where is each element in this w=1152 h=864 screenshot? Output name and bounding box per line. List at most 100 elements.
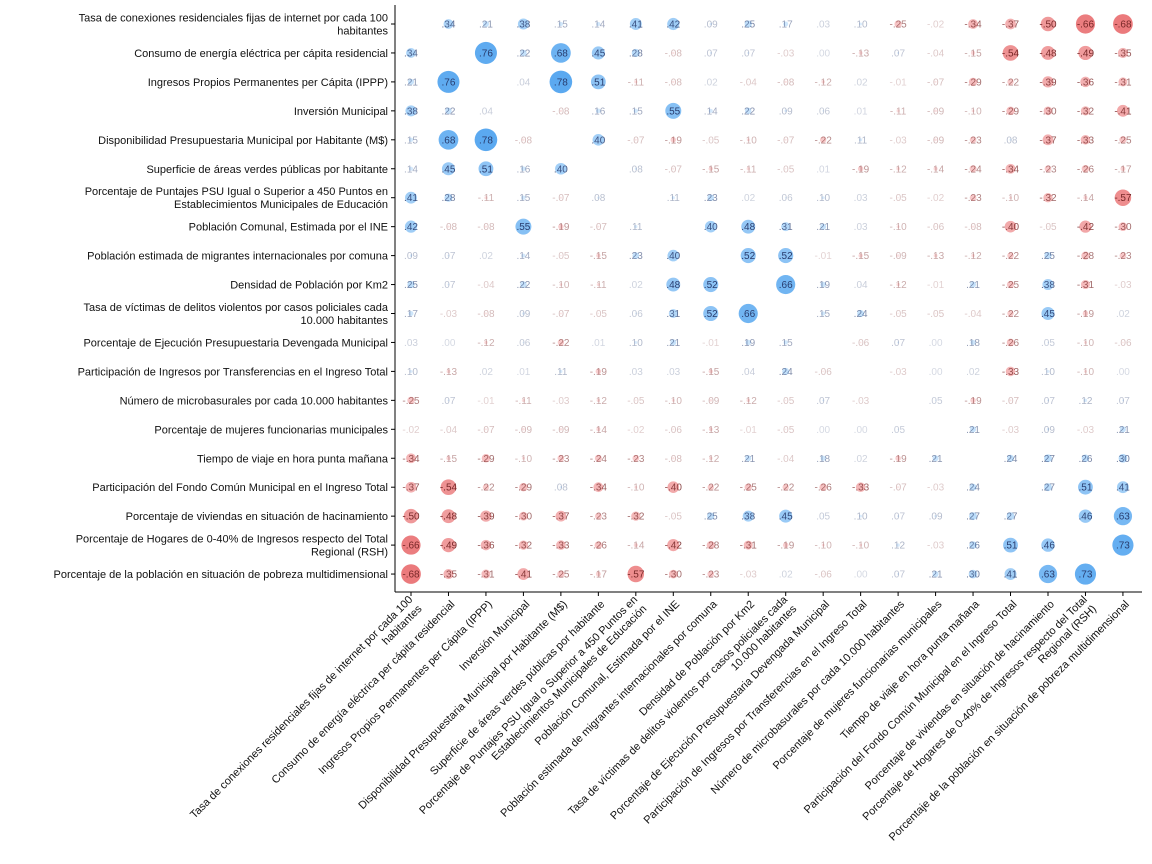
- cell: -.50: [402, 508, 420, 524]
- correlation-value: -.19: [665, 135, 683, 146]
- correlation-circle: [406, 453, 416, 464]
- correlation-circle: [1078, 45, 1093, 61]
- cell: -.12: [702, 454, 720, 465]
- correlation-circle: [934, 312, 937, 315]
- cell: .02: [854, 77, 868, 88]
- cell: .00: [929, 338, 943, 349]
- cell: .22: [516, 280, 530, 291]
- cell: .38: [1041, 279, 1055, 291]
- cell: .21: [666, 338, 680, 349]
- cell: -.23: [964, 135, 982, 146]
- cell: -.06: [815, 570, 833, 581]
- correlation-value: -.11: [628, 77, 645, 88]
- correlation-circle: [559, 428, 563, 431]
- correlation-value: .41: [404, 193, 418, 204]
- cell: .01: [591, 338, 605, 349]
- correlation-value: -.03: [1002, 425, 1020, 436]
- correlation-value: .04: [516, 77, 530, 88]
- correlation-value: .02: [779, 570, 793, 581]
- y-tick-label: Población Comunal, Estimada por el INE: [189, 222, 388, 234]
- correlation-circle: [401, 564, 421, 584]
- correlation-value: -.41: [1114, 106, 1132, 117]
- correlation-circle: [969, 165, 977, 173]
- correlation-circle: [595, 571, 601, 577]
- correlation-value: .04: [741, 367, 755, 378]
- cell: .51: [478, 161, 494, 177]
- cell: .08: [591, 193, 605, 204]
- correlation-value: -.34: [1002, 164, 1020, 175]
- correlation-circle: [670, 339, 677, 346]
- correlation-value: -.09: [927, 106, 945, 117]
- cell: -.24: [964, 164, 982, 175]
- cell: .06: [779, 193, 793, 204]
- correlation-value: -.02: [627, 425, 645, 436]
- cell: -.10: [665, 396, 683, 407]
- cell: .00: [1116, 367, 1130, 378]
- correlation-value: .22: [442, 106, 456, 117]
- correlation-circle: [785, 457, 787, 459]
- correlation-value: -.22: [777, 483, 795, 494]
- cell: -.23: [1114, 251, 1132, 262]
- cell: -.22: [1002, 251, 1020, 262]
- correlation-circle: [972, 312, 974, 315]
- correlation-circle: [935, 544, 937, 546]
- correlation-circle: [631, 511, 641, 521]
- cell: -.10: [1077, 367, 1095, 378]
- correlation-circle: [968, 19, 978, 29]
- cell: -.40: [665, 481, 682, 494]
- correlation-value: .18: [816, 454, 830, 465]
- cell: .21: [966, 280, 980, 291]
- cell: -.13: [702, 425, 720, 436]
- cell: .51: [590, 74, 606, 90]
- correlation-circle: [860, 81, 861, 83]
- cell: -.22: [777, 483, 795, 494]
- correlation-value: -.40: [1002, 222, 1020, 233]
- cell: -.15: [440, 454, 458, 465]
- correlation-value: -.37: [552, 512, 570, 523]
- correlation-value: -.28: [1077, 251, 1095, 262]
- correlation-value: -.19: [552, 222, 570, 233]
- cell: .73: [1112, 534, 1134, 556]
- cell: -.05: [889, 309, 907, 320]
- correlation-value: -.07: [1002, 396, 1020, 407]
- cell: -.05: [777, 164, 795, 175]
- correlation-value: .08: [554, 483, 568, 494]
- cell: -.03: [1077, 425, 1095, 436]
- correlation-circle: [934, 109, 937, 113]
- correlation-value: -.29: [964, 77, 982, 88]
- correlation-value: -.19: [777, 541, 795, 552]
- correlation-circle: [672, 167, 675, 170]
- correlation-value: -.32: [515, 541, 533, 552]
- cell: -.41: [515, 568, 532, 581]
- cell: -.08: [552, 106, 570, 117]
- correlation-circle: [634, 225, 638, 229]
- correlation-circle: [708, 166, 713, 171]
- cell: .41: [1004, 568, 1018, 581]
- correlation-value: .10: [629, 338, 643, 349]
- correlation-circle: [782, 484, 789, 491]
- cell: -.05: [552, 251, 570, 262]
- correlation-value: -.12: [964, 251, 982, 262]
- correlation-value: .16: [516, 164, 530, 175]
- correlation-circle: [559, 312, 562, 315]
- correlation-value: .21: [666, 338, 680, 349]
- correlation-circle: [1119, 252, 1127, 259]
- correlation-value: -.34: [964, 20, 982, 31]
- cell: .07: [891, 512, 905, 523]
- correlation-circle: [631, 48, 640, 58]
- correlation-circle: [897, 341, 900, 344]
- cell: -.05: [1039, 222, 1057, 233]
- cell: -.07: [552, 193, 570, 204]
- correlation-value: -.08: [477, 309, 495, 320]
- x-tick-label: Superficie de áreas verdes públicas por …: [428, 598, 607, 777]
- correlation-circle: [1118, 77, 1128, 87]
- correlation-value: -.08: [665, 48, 683, 59]
- correlation-circle: [897, 428, 899, 431]
- cell: -.03: [889, 367, 907, 378]
- correlation-circle: [635, 399, 637, 402]
- cell: .11: [554, 367, 568, 378]
- correlation-circle: [1005, 366, 1016, 377]
- correlation-value: .22: [741, 106, 755, 117]
- correlation-circle: [776, 274, 796, 295]
- correlation-value: .25: [404, 280, 418, 291]
